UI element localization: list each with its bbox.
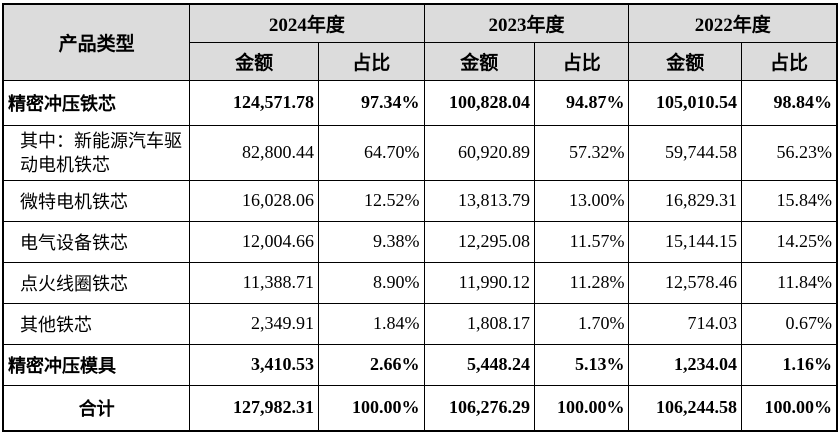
cell-ratio-2023: 11.57% (534, 220, 630, 263)
cell-ratio-2023: 13.00% (534, 179, 630, 222)
cell-ratio-2023: 57.32% (534, 124, 630, 181)
cell-ratio-2022: 14.25% (741, 220, 838, 263)
cell-amount-2022: 106,244.58 (628, 384, 742, 431)
cell-amount-2022: 15,144.15 (628, 220, 742, 263)
row-label: 其中：新能源汽车驱动电机铁芯 (2, 124, 191, 181)
table-row: 点火线圈铁芯 11,388.71 8.90% 11,990.12 11.28% … (2, 261, 838, 304)
cell-ratio-2024: 1.84% (317, 302, 425, 345)
cell-amount-2023: 13,813.79 (423, 179, 536, 222)
row-label: 精密冲压模具 (2, 343, 191, 386)
cell-amount-2023: 100,828.04 (423, 79, 536, 126)
header-year-2024: 2024年度 (189, 3, 425, 43)
cell-amount-2024: 11,388.71 (189, 261, 319, 304)
table-row: 其中：新能源汽车驱动电机铁芯 82,800.44 64.70% 60,920.8… (2, 124, 838, 181)
cell-amount-2024: 2,349.91 (189, 302, 319, 345)
cell-ratio-2022: 56.23% (741, 124, 838, 181)
cell-amount-2022: 16,829.31 (628, 179, 742, 222)
cell-amount-2022: 12,578.46 (628, 261, 742, 304)
cell-amount-2023: 11,990.12 (423, 261, 536, 304)
cell-ratio-2024: 64.70% (317, 124, 425, 181)
header-product-type: 产品类型 (2, 3, 191, 81)
cell-amount-2023: 1,808.17 (423, 302, 536, 345)
cell-amount-2022: 714.03 (628, 302, 742, 345)
row-label: 点火线圈铁芯 (2, 261, 191, 304)
row-label: 电气设备铁芯 (2, 220, 191, 263)
cell-ratio-2022: 0.67% (741, 302, 838, 345)
table-row: 其他铁芯 2,349.91 1.84% 1,808.17 1.70% 714.0… (2, 302, 838, 345)
cell-ratio-2024: 100.00% (317, 384, 425, 431)
cell-amount-2023: 5,448.24 (423, 343, 536, 386)
cell-amount-2024: 12,004.66 (189, 220, 319, 263)
cell-ratio-2022: 15.84% (741, 179, 838, 222)
table-row: 电气设备铁芯 12,004.66 9.38% 12,295.08 11.57% … (2, 220, 838, 263)
table-row: 微特电机铁芯 16,028.06 12.52% 13,813.79 13.00%… (2, 179, 838, 222)
row-label: 精密冲压铁芯 (2, 79, 191, 126)
cell-amount-2023: 12,295.08 (423, 220, 536, 263)
cell-amount-2022: 59,744.58 (628, 124, 742, 181)
header-year-2022: 2022年度 (628, 3, 838, 43)
row-label: 其他铁芯 (2, 302, 191, 345)
cell-amount-2024: 127,982.31 (189, 384, 319, 431)
table-row-total: 合计 127,982.31 100.00% 106,276.29 100.00%… (2, 384, 838, 431)
row-label: 合计 (2, 384, 191, 431)
table-row: 精密冲压模具 3,410.53 2.66% 5,448.24 5.13% 1,2… (2, 343, 838, 386)
cell-ratio-2024: 97.34% (317, 79, 425, 126)
cell-amount-2022: 1,234.04 (628, 343, 742, 386)
cell-amount-2024: 3,410.53 (189, 343, 319, 386)
header-ratio: 占比 (534, 41, 630, 81)
cell-ratio-2023: 94.87% (534, 79, 630, 126)
cell-ratio-2023: 5.13% (534, 343, 630, 386)
header-ratio: 占比 (741, 41, 838, 81)
row-label: 微特电机铁芯 (2, 179, 191, 222)
cell-amount-2024: 82,800.44 (189, 124, 319, 181)
cell-ratio-2023: 100.00% (534, 384, 630, 431)
header-ratio: 占比 (317, 41, 425, 81)
cell-amount-2022: 105,010.54 (628, 79, 742, 126)
cell-ratio-2024: 8.90% (317, 261, 425, 304)
cell-ratio-2023: 11.28% (534, 261, 630, 304)
cell-ratio-2022: 100.00% (741, 384, 838, 431)
header-amount: 金额 (189, 41, 319, 81)
cell-ratio-2022: 1.16% (741, 343, 838, 386)
header-amount: 金额 (423, 41, 536, 81)
cell-ratio-2024: 12.52% (317, 179, 425, 222)
cell-amount-2024: 124,571.78 (189, 79, 319, 126)
cell-ratio-2022: 11.84% (741, 261, 838, 304)
cell-ratio-2024: 2.66% (317, 343, 425, 386)
cell-amount-2024: 16,028.06 (189, 179, 319, 222)
table-row: 精密冲压铁芯 124,571.78 97.34% 100,828.04 94.8… (2, 79, 838, 126)
cell-ratio-2023: 1.70% (534, 302, 630, 345)
cell-ratio-2022: 98.84% (741, 79, 838, 126)
cell-ratio-2024: 9.38% (317, 220, 425, 263)
revenue-by-product-table: 产品类型 2024年度 2023年度 2022年度 金额 占比 金额 占比 金额… (2, 3, 838, 432)
header-amount: 金额 (628, 41, 742, 81)
cell-amount-2023: 60,920.89 (423, 124, 536, 181)
header-year-2023: 2023年度 (423, 3, 630, 43)
cell-amount-2023: 106,276.29 (423, 384, 536, 431)
